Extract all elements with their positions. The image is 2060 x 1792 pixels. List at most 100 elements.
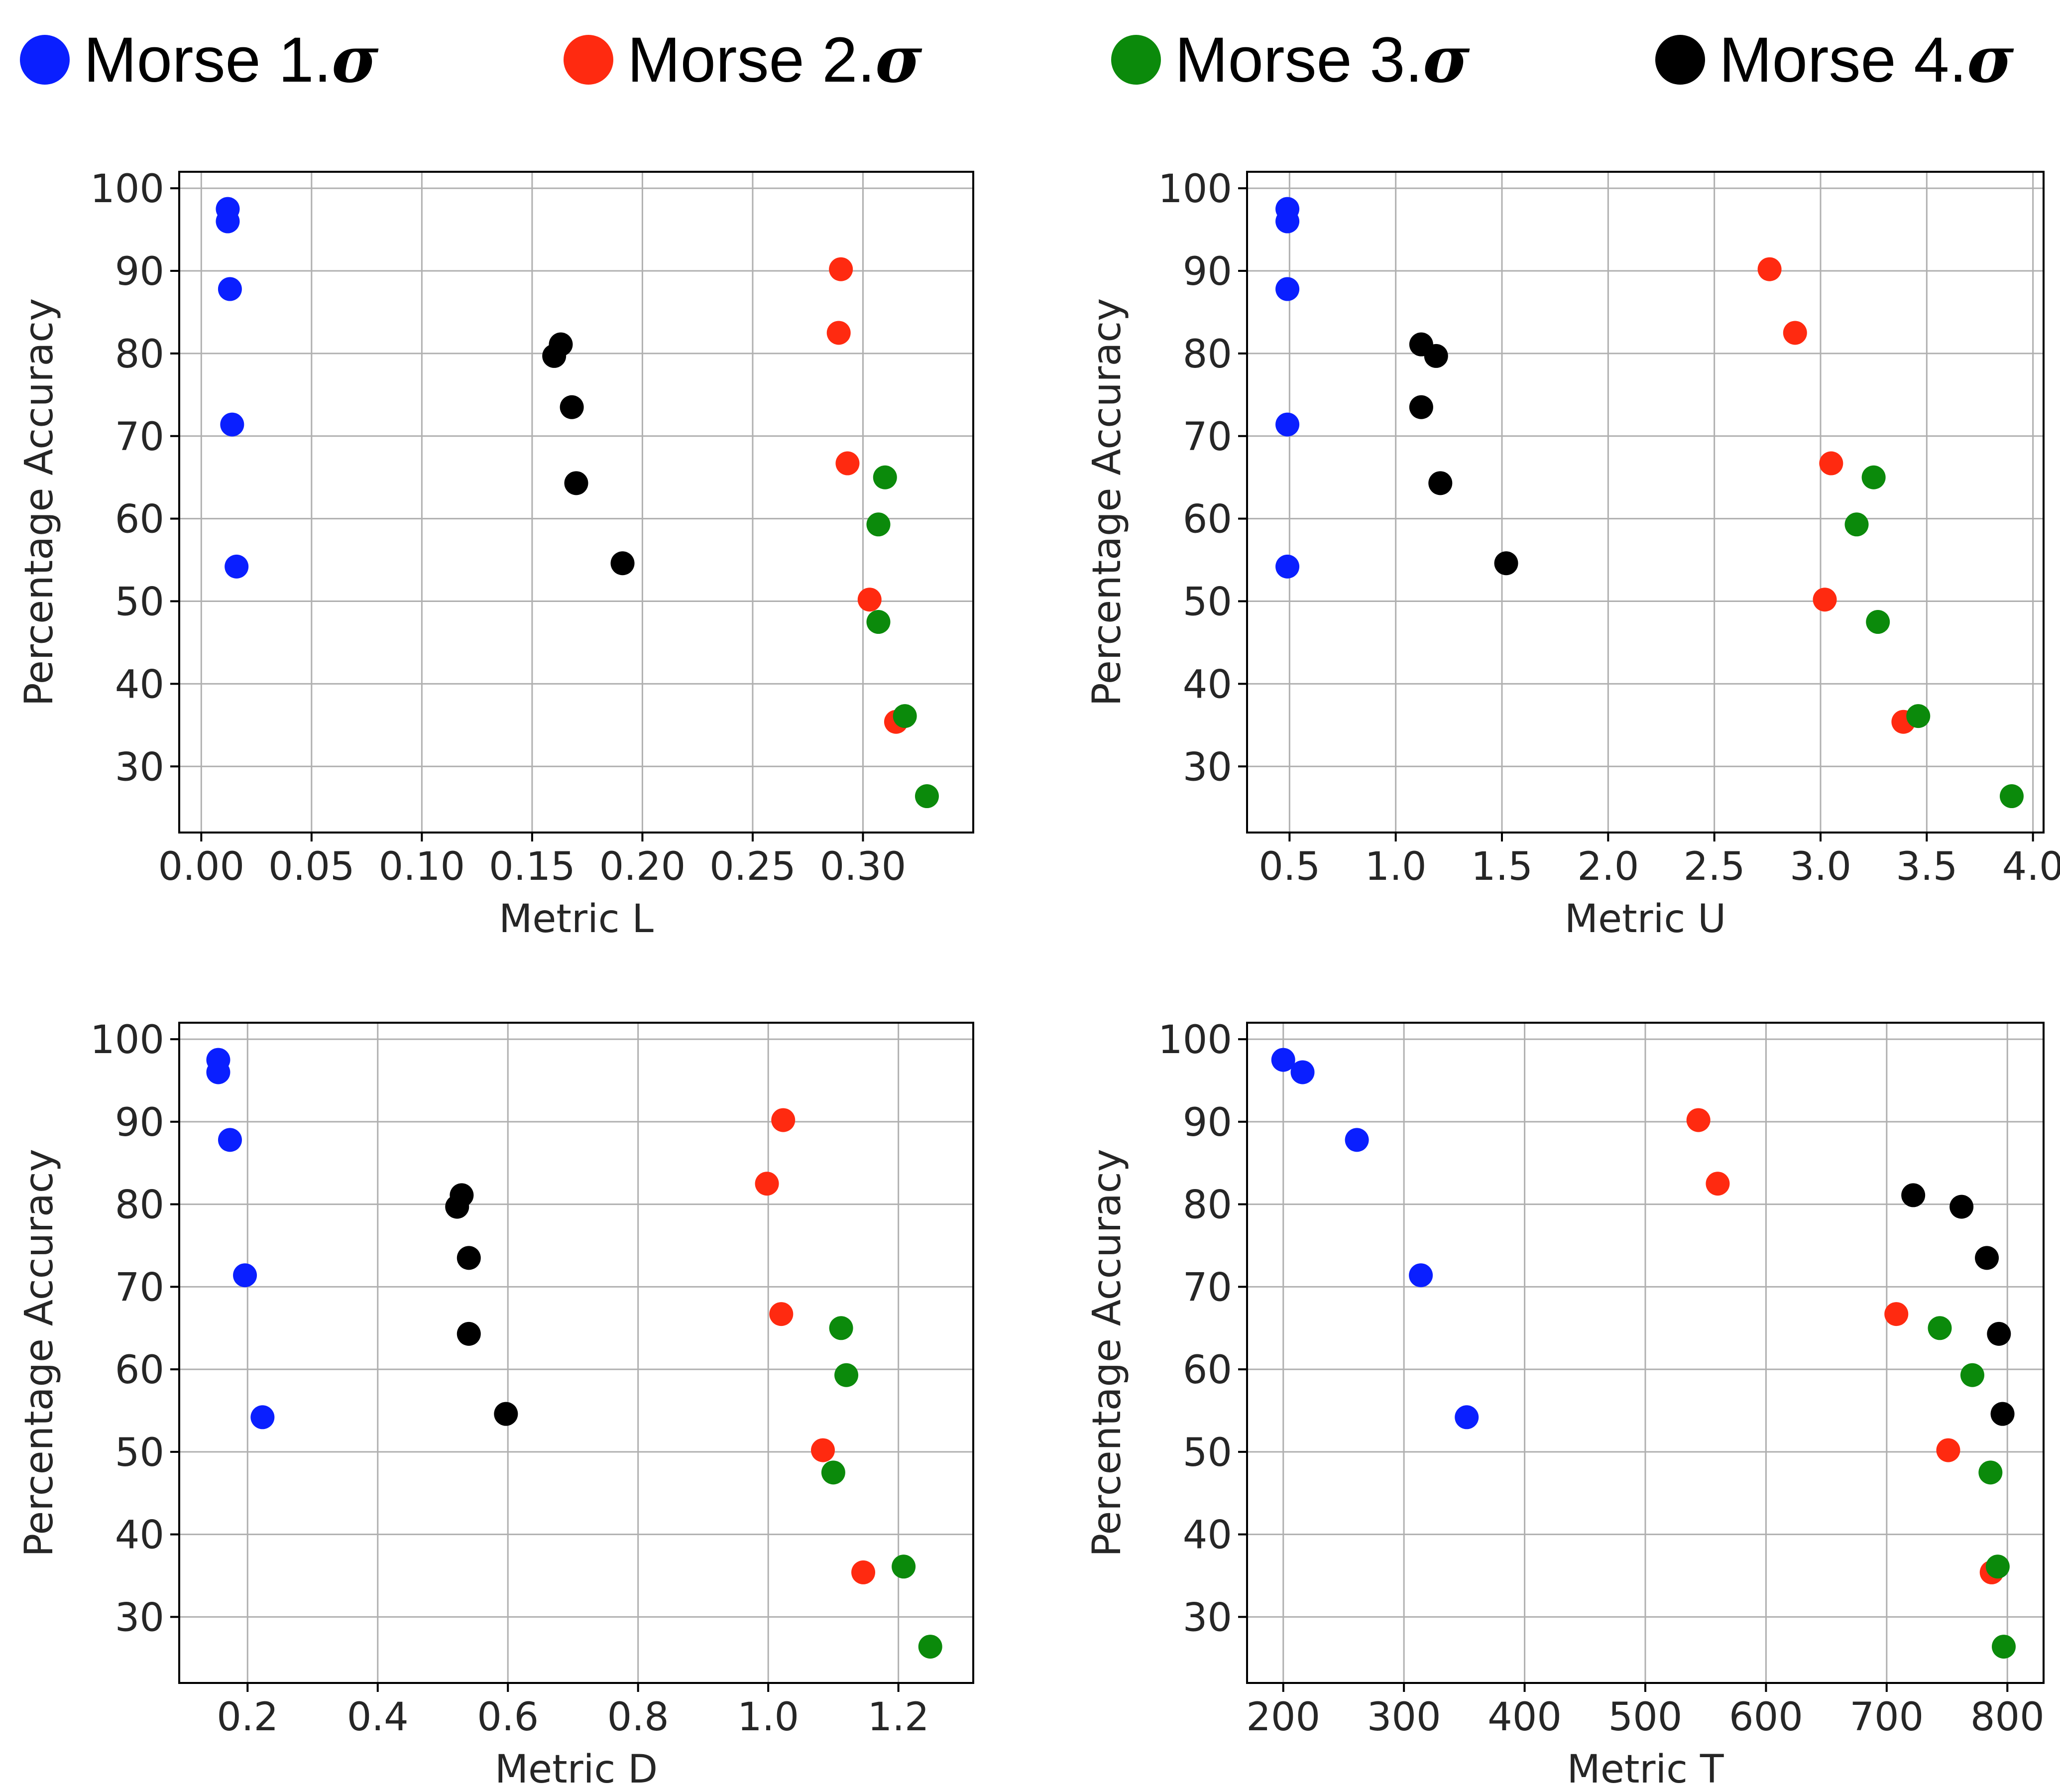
- y-tick-label: 100: [90, 1018, 164, 1063]
- x-tick-label: 0.8: [607, 1695, 669, 1740]
- x-tick-label: 700: [1849, 1695, 1924, 1740]
- legend-marker: [20, 35, 70, 85]
- data-point-morse-3: [1866, 610, 1890, 634]
- x-tick-label: 500: [1608, 1695, 1683, 1740]
- data-point-morse-1: [206, 1060, 230, 1084]
- x-axis-label: Metric L: [499, 897, 654, 942]
- data-point-morse-4: [1409, 395, 1433, 419]
- x-tick-label: 3.5: [1896, 844, 1957, 889]
- data-point-morse-2: [835, 451, 860, 476]
- y-tick-label: 30: [115, 745, 164, 790]
- y-tick-label: 40: [115, 1513, 164, 1558]
- data-point-morse-4: [1949, 1195, 1974, 1219]
- x-tick-label: 0.4: [347, 1695, 409, 1740]
- data-point-morse-3: [821, 1460, 845, 1485]
- x-tick-label: 0.15: [489, 844, 575, 889]
- data-point-morse-1: [1275, 209, 1300, 234]
- x-tick-label: 200: [1246, 1695, 1320, 1740]
- data-point-morse-2: [1936, 1438, 1960, 1462]
- data-point-morse-3: [1985, 1554, 2010, 1579]
- y-tick-label: 90: [115, 249, 164, 294]
- data-point-morse-2: [829, 257, 853, 281]
- legend-label: Morse 3.σ: [1175, 22, 1470, 97]
- data-point-morse-2: [1813, 588, 1837, 612]
- x-tick-label: 2.0: [1577, 844, 1639, 889]
- data-point-morse-1: [218, 277, 242, 301]
- data-point-morse-2: [826, 321, 851, 345]
- x-tick-label: 300: [1367, 1695, 1441, 1740]
- y-tick-label: 90: [1183, 249, 1232, 294]
- x-axis-label: Metric T: [1567, 1747, 1724, 1792]
- y-tick-label: 60: [115, 497, 164, 542]
- data-point-morse-3: [918, 1635, 942, 1659]
- data-point-morse-2: [1686, 1108, 1711, 1132]
- y-tick-label: 70: [115, 1265, 164, 1310]
- data-point-morse-2: [1884, 1302, 1909, 1326]
- legend-marker: [564, 35, 613, 85]
- x-axis-label: Metric U: [1565, 897, 1726, 942]
- y-tick-label: 80: [1183, 1183, 1232, 1228]
- x-tick-label: 800: [1970, 1695, 2045, 1740]
- data-point-morse-2: [1706, 1172, 1730, 1196]
- y-tick-label: 80: [115, 1183, 164, 1228]
- data-point-morse-2: [810, 1438, 835, 1462]
- data-point-morse-4: [610, 551, 635, 576]
- x-tick-label: 0.20: [599, 844, 686, 889]
- y-tick-label: 60: [1183, 497, 1232, 542]
- data-point-morse-1: [233, 1263, 257, 1288]
- data-point-morse-3: [1960, 1363, 1984, 1387]
- data-point-morse-2: [1783, 321, 1807, 345]
- y-tick-label: 90: [115, 1100, 164, 1145]
- data-point-morse-3: [2000, 784, 2024, 809]
- plot-frame: [178, 1022, 974, 1684]
- y-axis-label: Percentage Accuracy: [17, 298, 62, 707]
- x-tick-label: 600: [1729, 1695, 1803, 1740]
- data-point-morse-1: [1275, 277, 1300, 301]
- x-tick-label: 0.10: [379, 844, 465, 889]
- x-tick-label: 1.0: [737, 1695, 799, 1740]
- data-point-morse-2: [1757, 257, 1782, 281]
- data-point-morse-1: [218, 1128, 242, 1152]
- y-tick-label: 50: [115, 580, 164, 625]
- data-point-morse-3: [829, 1316, 853, 1340]
- data-point-morse-1: [1275, 554, 1300, 579]
- data-point-morse-3: [1844, 512, 1869, 537]
- plot-frame: [178, 171, 974, 834]
- x-tick-label: 4.0: [2002, 844, 2060, 889]
- data-point-morse-4: [457, 1246, 481, 1270]
- data-point-morse-2: [755, 1172, 779, 1196]
- y-tick-label: 40: [1183, 662, 1232, 707]
- legend-item-morse-3: Morse 3.σ: [1111, 27, 1470, 92]
- x-tick-label: 0.2: [217, 1695, 278, 1740]
- chart-metric-d: 0.2 0.4 0.6 0.8 1.0 1.2 30 40 50 60 70 80 90 100 Metri…: [17, 1018, 974, 1792]
- x-tick-label: 0.05: [268, 844, 355, 889]
- data-point-morse-1: [1455, 1405, 1479, 1430]
- data-point-morse-4: [445, 1195, 469, 1219]
- data-point-morse-4: [1975, 1246, 1999, 1270]
- x-axis-label: Metric D: [495, 1747, 658, 1792]
- data-point-morse-4: [494, 1402, 518, 1426]
- y-tick-label: 30: [1183, 745, 1232, 790]
- data-point-morse-1: [1271, 1048, 1295, 1072]
- x-tick-label: 0.25: [709, 844, 796, 889]
- x-tick-label: 0.6: [477, 1695, 539, 1740]
- x-tick-label: 0.30: [820, 844, 907, 889]
- legend-item-morse-4: Morse 4.σ: [1655, 27, 2014, 92]
- data-point-morse-3: [1978, 1460, 2003, 1485]
- data-point-morse-4: [1424, 344, 1448, 368]
- data-point-morse-3: [866, 610, 891, 634]
- data-point-morse-1: [1275, 412, 1300, 437]
- y-tick-label: 100: [1158, 167, 1232, 212]
- data-point-morse-2: [1819, 451, 1843, 476]
- data-point-morse-3: [1928, 1316, 1952, 1340]
- data-point-morse-3: [893, 704, 917, 728]
- data-point-morse-4: [1901, 1183, 1926, 1207]
- y-tick-label: 30: [1183, 1595, 1232, 1640]
- data-point-morse-3: [915, 784, 939, 809]
- y-axis-label: Percentage Accuracy: [1085, 1149, 1130, 1557]
- y-tick-label: 90: [1183, 1100, 1232, 1145]
- data-point-morse-2: [769, 1302, 794, 1326]
- data-point-morse-4: [1990, 1402, 2015, 1426]
- y-tick-label: 50: [1183, 580, 1232, 625]
